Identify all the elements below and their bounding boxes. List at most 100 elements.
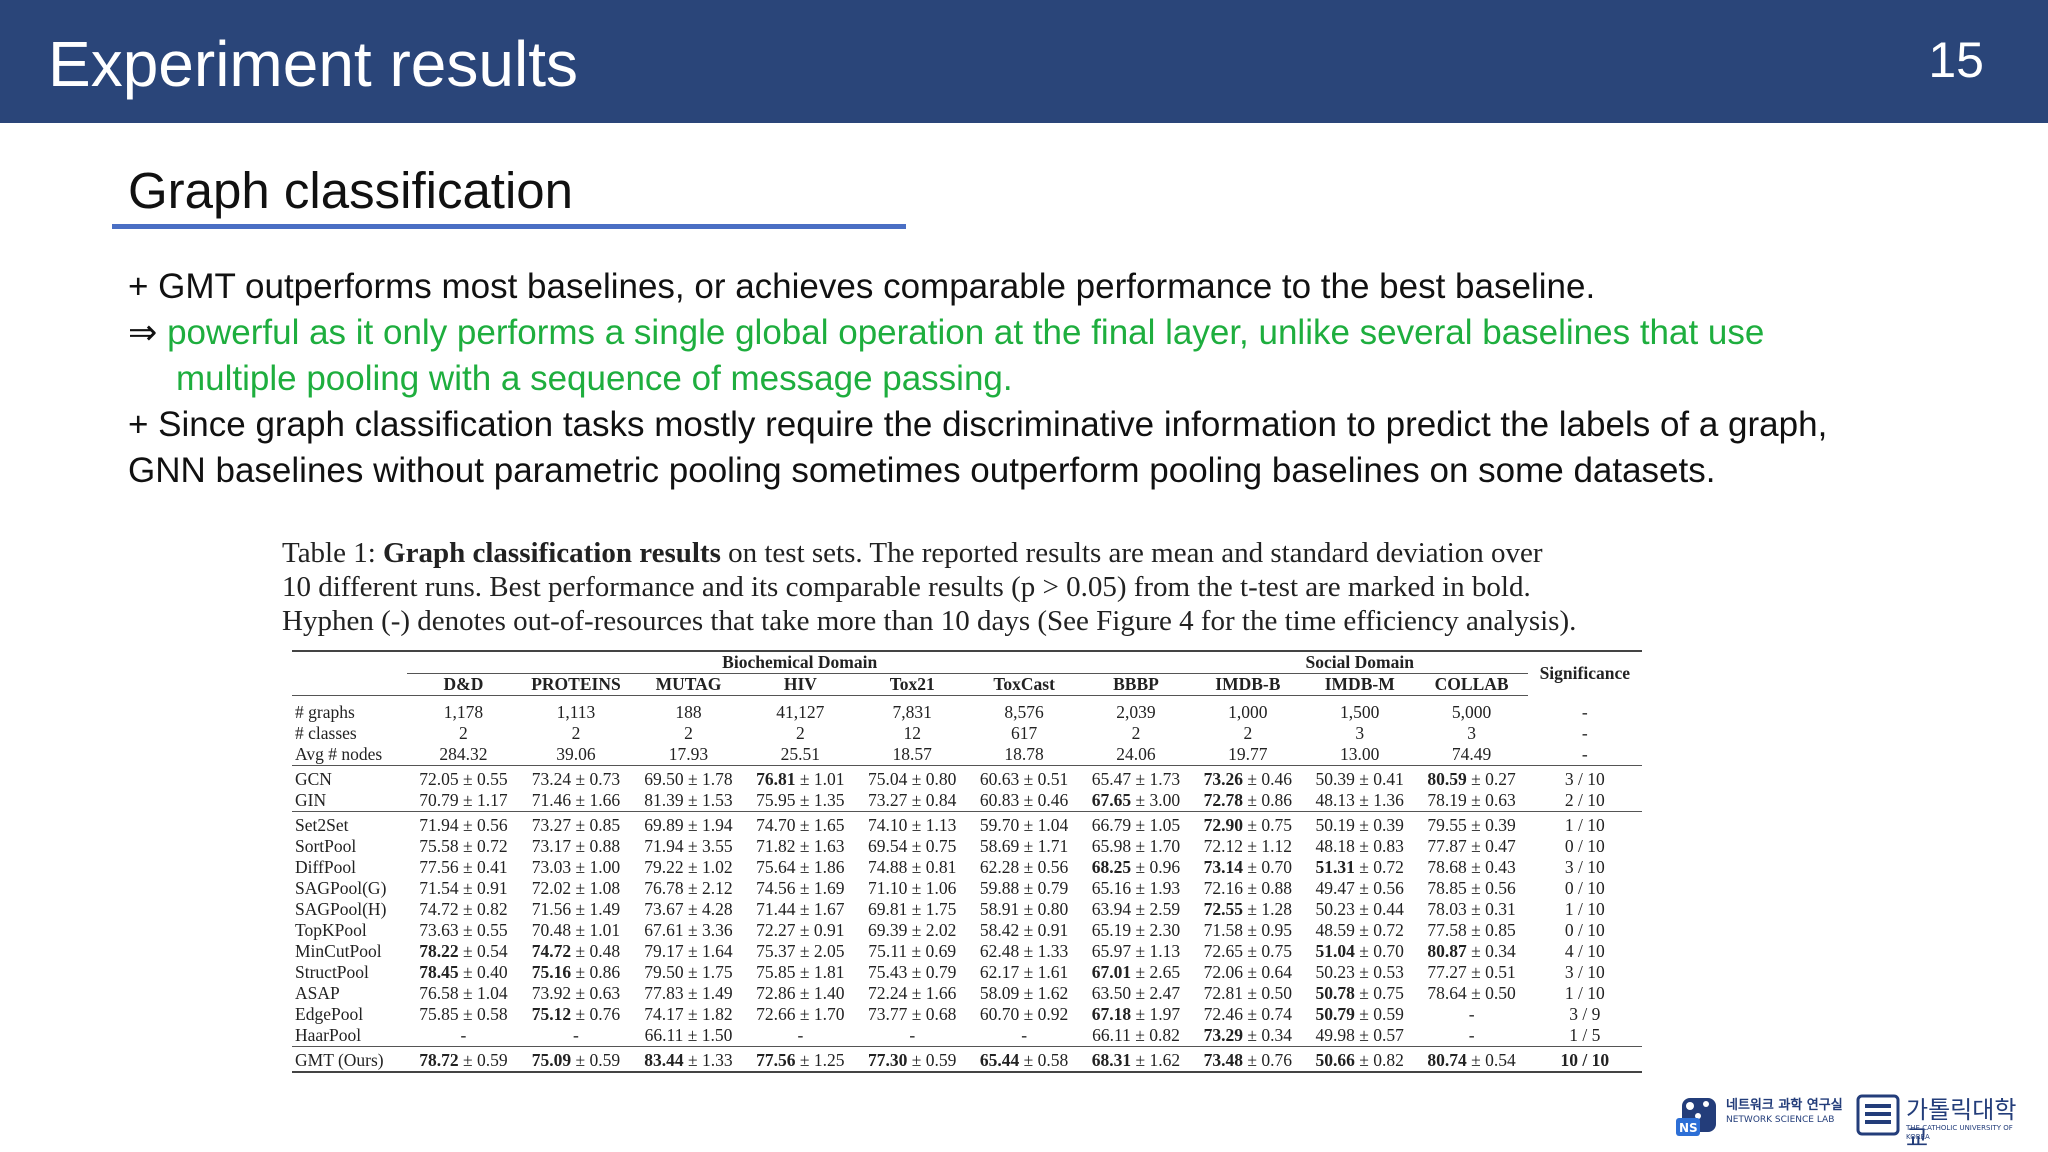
result-cell: 69.50 ± 1.78	[632, 765, 745, 790]
stat-cell: 2	[571, 723, 581, 743]
result-mean: 75.37	[756, 941, 796, 961]
result-mean: 77.58	[1427, 920, 1467, 940]
stat-cell: 2	[1131, 723, 1141, 743]
result-mean: 51.04	[1315, 941, 1355, 961]
result-mean: 78.68	[1427, 857, 1467, 877]
result-cell: 74.56 ± 1.69	[756, 878, 845, 898]
table-row: DiffPool 77.56 ± 0.41 73.03 ± 1.00 79.22 ± …	[292, 857, 1642, 878]
result-cell: 60.70 ± 0.92	[979, 1004, 1069, 1024]
result-mean: 69.54	[868, 836, 908, 856]
significance-cell: 0 / 10	[1564, 878, 1605, 898]
result-cell: 72.46 ± 0.74	[1203, 1004, 1293, 1024]
result-mean: 58.91	[979, 899, 1020, 919]
table-row: GCN 72.05 ± 0.55 73.24 ± 0.73 69.50 ± 1.78 7…	[292, 765, 1642, 790]
result-cell: 75.58 ± 0.72	[419, 836, 508, 856]
table-row: # classes 2 2 2 2 12 617 2 2 3 3 -	[292, 723, 1642, 744]
result-cell: -	[573, 1025, 579, 1045]
stat-cell: 1,500	[1340, 702, 1380, 722]
result-mean: 75.04	[868, 769, 908, 789]
result-mean: 50.19	[1315, 815, 1355, 835]
bullet-implication: ⇒ powerful as it only performs a single …	[128, 310, 2008, 356]
result-mean: 72.55	[1203, 899, 1244, 919]
result-cell: 72.78 ± 0.86	[1203, 790, 1293, 810]
result-mean: 78.85	[1427, 878, 1467, 898]
stat-cell: 17.93	[668, 744, 709, 764]
significance-cell: 1 / 10	[1527, 811, 1642, 836]
result-cell: -	[797, 1025, 804, 1045]
stat-cell: 2	[459, 723, 468, 743]
result-cell: 73.63 ± 0.55	[419, 920, 508, 940]
result-cell: 69.39 ± 2.02	[868, 920, 957, 940]
results-table: Biochemical Domain Social Domain Significa…	[292, 650, 1642, 1073]
result-cell: 74.72 ± 0.82	[419, 899, 508, 919]
result-cell: 48.18 ± 0.83	[1315, 836, 1404, 856]
result-mean: 73.14	[1203, 857, 1244, 877]
result-mean: 71.58	[1203, 920, 1244, 940]
row-label: MinCutPool	[295, 941, 382, 961]
result-cell: 79.22 ± 1.02	[644, 857, 733, 877]
result-cell: 72.06 ± 0.64	[1203, 962, 1293, 982]
row-label: GIN	[295, 790, 327, 810]
result-cell: 71.54 ± 0.91	[419, 878, 508, 898]
result-mean: 74.56	[756, 878, 796, 898]
result-mean: 74.72	[419, 899, 459, 919]
result-cell: 79.17 ± 1.64	[644, 941, 733, 961]
table-row: TopKPool 73.63 ± 0.55 70.48 ± 1.01 67.61 ± …	[292, 920, 1642, 941]
result-cell: 73.26 ± 0.46	[1191, 765, 1304, 790]
row-label: GCN	[292, 765, 408, 790]
row-label: SAGPool(G)	[295, 878, 387, 898]
table-row: Set2Set 71.94 ± 0.56 73.27 ± 0.85 69.89 ± 1…	[292, 811, 1642, 836]
result-cell: 75.11 ± 0.69	[868, 941, 957, 961]
stat-cell: 5,000	[1451, 702, 1492, 722]
result-cell: 50.23 ± 0.53	[1315, 962, 1404, 982]
results-table-figure: Table 1: Graph classification results on…	[282, 536, 1650, 1073]
result-mean: 72.46	[1203, 1004, 1244, 1024]
lab-name-ko: 네트워크 과학 연구실	[1726, 1098, 1843, 1113]
table-row: MinCutPool 78.22 ± 0.54 74.72 ± 0.48 79.17 …	[292, 941, 1642, 962]
implication-text-1: powerful as it only performs a single gl…	[167, 313, 1765, 352]
table-row: GMT (Ours) 78.72 ± 0.59 75.09 ± 0.59 83.44 …	[292, 1046, 1642, 1073]
stat-cell: 39.06	[556, 744, 596, 764]
result-mean: 75.95	[756, 790, 796, 810]
stat-cell: 18.78	[1004, 744, 1044, 764]
result-cell: 72.02 ± 1.08	[531, 878, 621, 898]
result-cell: 51.31 ± 0.72	[1315, 857, 1404, 877]
result-cell: 75.85 ± 1.81	[756, 962, 845, 982]
row-label: Set2Set	[292, 811, 408, 836]
stat-cell: 13.00	[1340, 744, 1380, 764]
stat-cell: 41,127	[776, 702, 825, 722]
result-cell: 73.92 ± 0.63	[531, 983, 621, 1003]
result-mean: 80.74	[1427, 1050, 1467, 1070]
univ-name-ko: 가톨릭대학교	[1906, 1096, 2017, 1152]
result-mean: 73.67	[644, 899, 684, 919]
result-cell: 71.10 ± 1.06	[868, 878, 957, 898]
result-cell: 59.70 ± 1.04	[968, 811, 1081, 836]
result-cell: 72.16 ± 0.88	[1203, 878, 1293, 898]
result-mean: 69.50	[644, 769, 684, 789]
result-cell: 75.95 ± 1.35	[756, 790, 845, 810]
result-cell: 77.30 ± 0.59	[856, 1046, 969, 1073]
significance-cell: 3 / 9	[1569, 1004, 1601, 1024]
result-mean: 66.11	[644, 1025, 684, 1045]
result-cell: 73.27 ± 0.84	[868, 790, 957, 810]
result-mean: 76.58	[419, 983, 459, 1003]
stat-cell: 284.32	[439, 744, 488, 764]
result-cell: 74.88 ± 0.81	[868, 857, 957, 877]
stat-cell: 12	[903, 723, 921, 743]
catholic-university-logo-icon	[1856, 1094, 1900, 1136]
result-cell: 73.03 ± 1.00	[531, 857, 621, 877]
result-mean: 67.65	[1091, 790, 1132, 810]
result-cell: 75.04 ± 0.80	[856, 765, 969, 790]
result-cell: 78.03 ± 0.31	[1427, 899, 1516, 919]
result-cell: 78.45 ± 0.40	[419, 962, 508, 982]
result-mean: 75.64	[756, 857, 796, 877]
result-mean: 73.26	[1203, 769, 1244, 789]
result-cell: 58.09 ± 1.62	[979, 983, 1069, 1003]
table-caption: Table 1: Graph classification results on…	[282, 536, 1650, 638]
result-cell: 58.69 ± 1.71	[979, 836, 1069, 856]
result-cell: 59.88 ± 0.79	[979, 878, 1069, 898]
result-cell: 65.47 ± 1.73	[1080, 765, 1192, 790]
result-mean: 60.83	[979, 790, 1020, 810]
result-mean: 71.56	[531, 899, 572, 919]
result-mean: 58.42	[979, 920, 1020, 940]
